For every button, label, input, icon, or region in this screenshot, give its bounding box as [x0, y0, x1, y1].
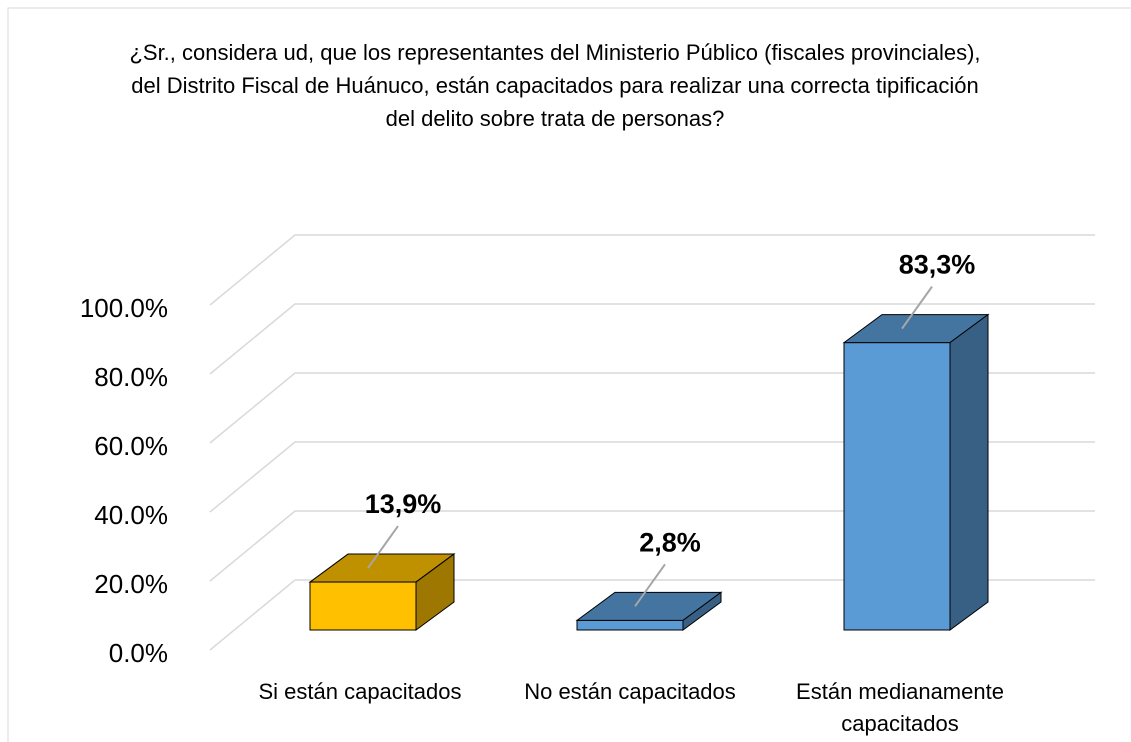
bar-side — [949, 313, 989, 631]
x-tick-label: Si están capacitados — [258, 679, 462, 704]
y-tick-label: 100.0% — [80, 293, 168, 323]
grid-line — [209, 372, 1095, 444]
y-tick-label: 20.0% — [94, 569, 168, 599]
y-tick-label: 40.0% — [94, 500, 168, 530]
grid-line — [209, 579, 1095, 651]
bar-side — [415, 553, 455, 631]
grid-line — [209, 441, 1095, 513]
bar-side — [682, 591, 722, 631]
grid-line — [209, 510, 1095, 582]
frame — [7, 7, 1131, 742]
x-tick-label: No están capacitados — [524, 679, 736, 704]
bar-front — [576, 619, 684, 631]
bar-front — [843, 342, 951, 631]
y-tick-label: 0.0% — [109, 638, 168, 668]
grid-line — [209, 303, 1095, 375]
bar-front — [309, 581, 417, 631]
data-label: 2,8% — [639, 527, 701, 557]
data-label: 83,3% — [899, 250, 976, 280]
x-tick-label: Están medianamente capacitados — [796, 679, 1004, 736]
leader-line — [634, 563, 666, 607]
leader-line — [367, 525, 399, 569]
chart-title: ¿Sr., considera ud, que los representant… — [129, 40, 981, 131]
y-tick-label: 80.0% — [94, 362, 168, 392]
leader-line — [901, 286, 933, 330]
y-tick-label: 60.0% — [94, 431, 168, 461]
data-label: 13,9% — [365, 489, 442, 519]
grid-line — [209, 234, 1095, 306]
